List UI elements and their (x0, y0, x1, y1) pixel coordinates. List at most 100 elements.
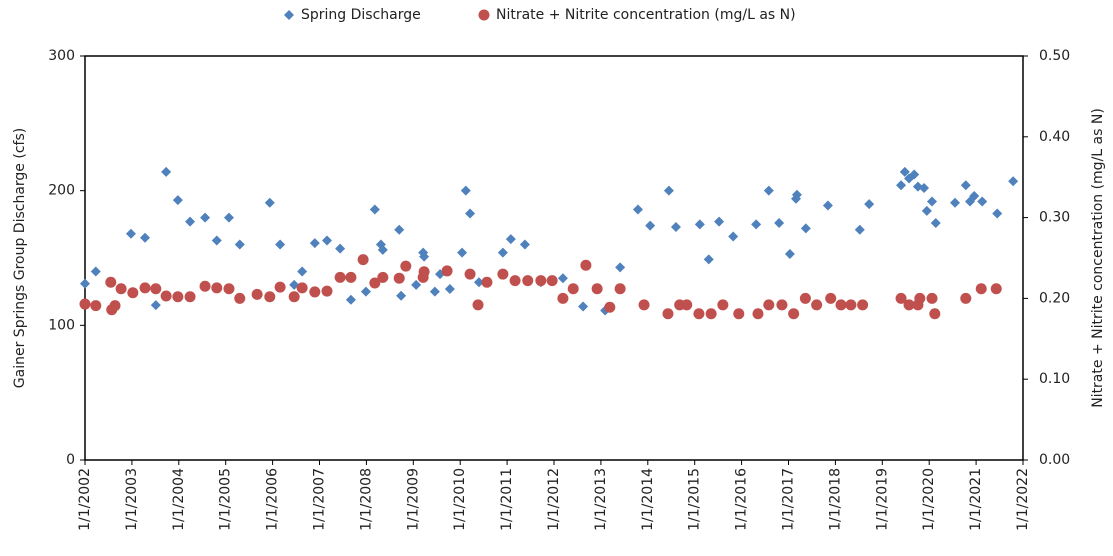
data-point (776, 299, 788, 311)
data-point (927, 196, 938, 207)
data-point (160, 290, 172, 302)
legend-label: Nitrate + Nitrite concentration (mg/L as… (496, 7, 796, 23)
data-point (297, 266, 308, 277)
data-point (418, 266, 430, 278)
data-point (567, 283, 579, 295)
data-point (509, 275, 521, 287)
data-point (604, 301, 616, 313)
data-point (645, 220, 656, 231)
data-point (903, 299, 915, 311)
data-point (662, 308, 674, 320)
data-point (464, 268, 476, 280)
data-point (663, 185, 674, 196)
x-tick-label: 1/1/2007 (312, 468, 328, 531)
data-point (895, 292, 907, 304)
data-point (825, 292, 837, 304)
x-tick-label: 1/1/2018 (827, 468, 843, 531)
data-point (784, 248, 795, 259)
data-point (394, 224, 405, 235)
data-point (930, 217, 941, 228)
data-point (309, 238, 320, 249)
data-point (369, 277, 381, 289)
data-point (251, 288, 263, 300)
data-point (899, 166, 910, 177)
x-tick-label: 1/1/2008 (358, 468, 374, 531)
data-point (535, 275, 547, 287)
y-tick-label: 100 (48, 317, 75, 333)
data-point (578, 301, 589, 312)
data-point (377, 244, 388, 255)
data-point (288, 291, 300, 303)
data-point (854, 224, 865, 235)
x-tick-label: 1/1/2010 (452, 468, 468, 531)
data-point (557, 273, 568, 284)
data-point (334, 271, 346, 283)
data-point (763, 185, 774, 196)
data-point (115, 283, 127, 295)
x-tick-label: 1/1/2009 (405, 468, 421, 531)
data-point (473, 277, 484, 288)
data-point (992, 208, 1003, 219)
legend-label: Spring Discharge (301, 7, 421, 23)
data-point (638, 299, 650, 311)
data-point (864, 199, 875, 210)
data-point (274, 281, 286, 293)
data-point (345, 294, 356, 305)
data-point (223, 212, 234, 223)
y2-tick-label: 0.50 (1039, 48, 1070, 64)
data-point (377, 271, 389, 283)
data-point (185, 216, 196, 227)
x-tick-label: 1/1/2003 (124, 468, 140, 531)
data-point (481, 276, 493, 288)
data-point (211, 282, 223, 294)
data-point (703, 254, 714, 265)
data-point (172, 195, 183, 206)
data-point (457, 247, 468, 258)
data-point (309, 286, 321, 298)
y-tick-label: 0 (66, 452, 75, 468)
data-point (393, 272, 405, 284)
x-tick-label: 1/1/2005 (218, 468, 234, 531)
plot-frame (84, 55, 1024, 461)
y2-tick-label: 0.00 (1039, 452, 1070, 468)
data-point (321, 285, 333, 297)
data-point (751, 219, 762, 230)
data-point (733, 308, 745, 320)
data-point (714, 216, 725, 227)
data-point (960, 180, 971, 191)
data-point (800, 223, 811, 234)
data-point (90, 300, 102, 312)
data-point (400, 260, 412, 272)
x-tick-label: 1/1/2020 (921, 468, 937, 531)
data-point (150, 300, 161, 311)
data-point (419, 251, 430, 262)
data-point (522, 275, 534, 287)
data-point (161, 166, 172, 177)
data-point (788, 308, 800, 320)
data-point (670, 222, 681, 233)
data-point (705, 308, 717, 320)
data-point (472, 299, 484, 311)
y-tick-label: 300 (48, 48, 75, 64)
data-point (211, 235, 222, 246)
x-tick-label: 1/1/2016 (734, 468, 750, 531)
x-tick-label: 1/1/2002 (77, 468, 93, 531)
data-point (960, 292, 972, 304)
data-point (799, 292, 811, 304)
data-point (465, 208, 476, 219)
data-point (909, 169, 920, 180)
data-point (921, 205, 932, 216)
x-tick-label: 1/1/2013 (593, 468, 609, 531)
data-point (199, 280, 211, 292)
data-point (763, 299, 775, 311)
data-point (791, 189, 802, 200)
data-point (150, 283, 162, 295)
data-point (184, 291, 196, 303)
data-point (505, 234, 516, 245)
x-tick-label: 1/1/2011 (499, 468, 515, 531)
data-point (357, 254, 369, 266)
data-point (580, 259, 592, 271)
data-point (615, 262, 626, 273)
data-point (411, 279, 422, 290)
data-point (990, 283, 1002, 295)
